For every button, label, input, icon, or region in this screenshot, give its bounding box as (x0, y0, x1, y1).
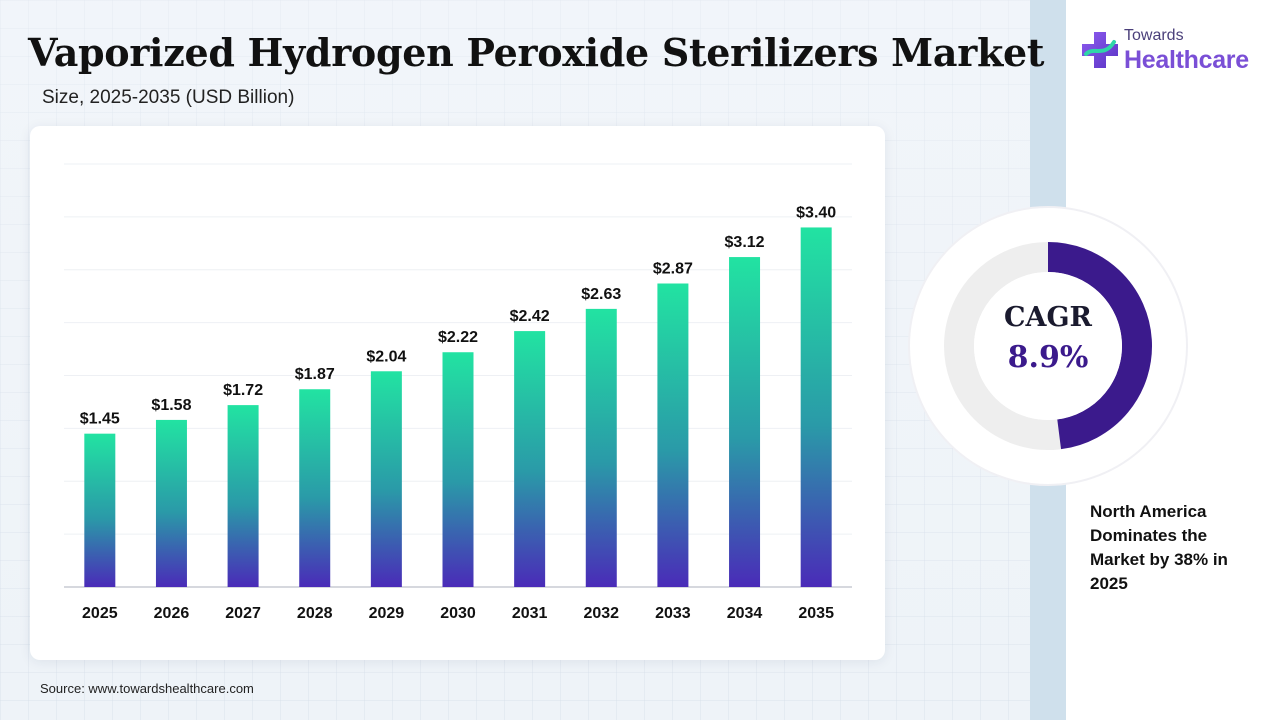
x-tick-label-2034: 2034 (727, 605, 763, 622)
x-tick-label-2027: 2027 (225, 605, 261, 622)
source-text: Source: www.towardshealthcare.com (40, 681, 254, 696)
chart-card: $1.45 $1.58 $1.72 $1.87 $2.04 $2.22 $2.42 $2.63… (30, 126, 885, 660)
value-label-2027: $1.72 (223, 382, 263, 399)
bar-2027 (227, 405, 259, 587)
value-label-2026: $1.58 (151, 397, 191, 414)
donut-progress-arc (1047, 242, 1152, 450)
bar-2028 (299, 389, 331, 587)
value-label-2029: $2.04 (366, 348, 406, 365)
value-labels: $1.45 $1.58 $1.72 $1.87 $2.04 $2.22 $2.42 $2.63… (80, 204, 837, 427)
x-tick-label-2033: 2033 (655, 605, 691, 622)
logo-healthcare-text: Healthcare (1124, 46, 1249, 74)
value-label-2025: $1.45 (80, 411, 120, 428)
bar-2033 (657, 283, 689, 587)
towards-healthcare-logo: Towards Healthcare (1080, 24, 1260, 80)
value-label-2032: $2.63 (581, 286, 621, 303)
value-label-2035: $3.40 (796, 204, 836, 221)
value-label-2028: $1.87 (295, 366, 335, 383)
x-tick-label-2030: 2030 (440, 605, 476, 622)
x-tick-label-2035: 2035 (798, 605, 834, 622)
value-label-2030: $2.22 (438, 329, 478, 346)
page-title: Vaporized Hydrogen Peroxide Sterilizers … (28, 30, 1045, 75)
bar-2029 (370, 371, 402, 587)
bars (84, 227, 832, 587)
bar-2035 (800, 227, 832, 587)
cagr-donut (908, 206, 1188, 486)
x-tick-label-2026: 2026 (154, 605, 190, 622)
x-tick-label-2029: 2029 (369, 605, 405, 622)
x-tick-labels: 2025 2026 2027 2028 2029 2030 2031 2032 2033 2034… (82, 605, 834, 622)
value-label-2031: $2.42 (510, 308, 550, 325)
region-note: North America Dominates the Market by 38… (1090, 502, 1228, 593)
bar-2025 (84, 433, 116, 587)
x-tick-label-2031: 2031 (512, 605, 548, 622)
bar-2031 (514, 331, 546, 587)
medical-cross-icon (1082, 32, 1118, 68)
bar-chart: $1.45 $1.58 $1.72 $1.87 $2.04 $2.22 $2.42 $2.63… (64, 163, 852, 622)
bar-2026 (155, 419, 187, 587)
value-label-2033: $2.87 (653, 260, 693, 277)
bar-2030 (442, 352, 474, 587)
logo-towards-text: Towards (1124, 27, 1184, 44)
x-tick-label-2025: 2025 (82, 605, 118, 622)
cagr-value: 8.9% (1007, 340, 1089, 375)
x-tick-label-2028: 2028 (297, 605, 333, 622)
value-label-2034: $3.12 (725, 234, 765, 251)
page-subtitle: Size, 2025-2035 (USD Billion) (42, 87, 295, 108)
bar-2034 (729, 257, 761, 587)
cagr-label: CAGR (1004, 302, 1092, 333)
bar-2032 (585, 308, 617, 587)
x-tick-label-2032: 2032 (583, 605, 619, 622)
